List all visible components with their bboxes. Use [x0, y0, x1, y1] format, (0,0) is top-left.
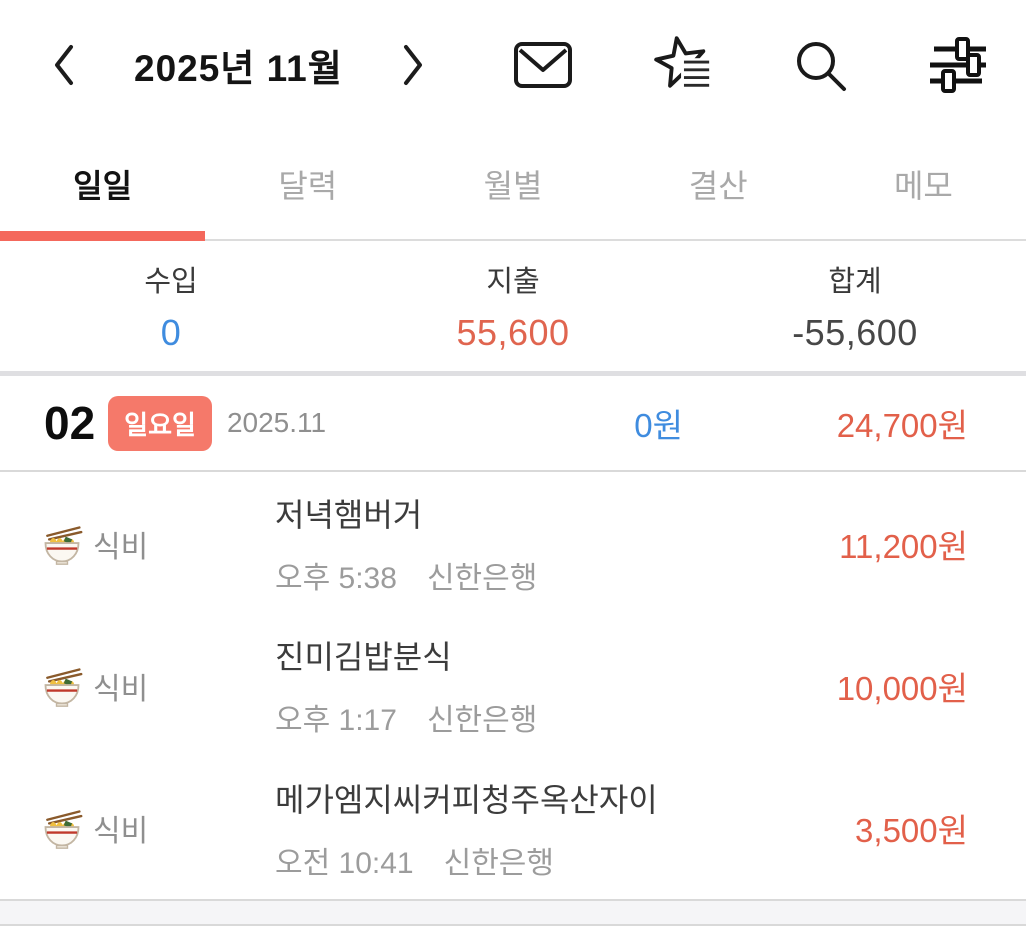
chevron-right-icon — [401, 42, 427, 88]
transaction-main: 메가엠지씨커피청주옥산자이 오전 10:41 신한은행 — [275, 775, 855, 882]
month-title[interactable]: 2025년 11월 — [134, 47, 343, 89]
transaction-account: 신한은행 — [426, 562, 538, 596]
day-date: 2025.11 — [226, 407, 327, 439]
transaction-time: 오전 10:41 — [275, 846, 414, 880]
transaction-row[interactable]: 식비 진미김밥분식 오후 1:17 신한은행 10,000원 — [0, 614, 1026, 757]
transaction-row[interactable]: 식비 저녁햄버거 오후 5:38 신한은행 11,200원 — [0, 472, 1026, 615]
transaction-account: 신한은행 — [426, 704, 538, 738]
ramen-bowl-icon — [40, 806, 84, 850]
category-cell: 식비 — [40, 522, 275, 566]
day-expense-total: 24,700원 — [836, 407, 968, 445]
search-icon — [792, 37, 848, 93]
weekday-badge: 일요일 — [108, 395, 212, 451]
section-divider — [0, 899, 1026, 927]
tab-memo[interactable]: 메모 — [821, 129, 1026, 238]
transaction-row[interactable]: 식비 메가엠지씨커피청주옥산자이 오전 10:41 신한은행 3,500원 — [0, 756, 1026, 900]
transaction-main: 진미김밥분식 오후 1:17 신한은행 — [275, 632, 837, 739]
tab-calendar[interactable]: 달력 — [205, 129, 410, 238]
transaction-title: 메가엠지씨커피청주옥산자이 — [275, 781, 658, 818]
favorites-button[interactable] — [652, 32, 714, 98]
mail-button[interactable] — [512, 39, 574, 91]
next-month-button[interactable] — [395, 36, 433, 94]
bottom-fill — [0, 926, 1026, 934]
chevron-left-icon — [50, 42, 76, 88]
star-list-icon — [652, 32, 714, 98]
filter-button[interactable] — [926, 35, 990, 95]
transaction-account: 신한은행 — [443, 846, 555, 880]
transaction-sub: 오후 1:17 신한은행 — [275, 695, 837, 739]
tab-daily[interactable]: 일일 — [0, 129, 206, 242]
day-header[interactable]: 02 일요일 2025.11 0원 24,700원 — [0, 376, 1026, 473]
transaction-sub: 오후 5:38 신한은행 — [275, 553, 839, 597]
expense-value: 55,600 — [456, 311, 570, 353]
tab-summary[interactable]: 결산 — [616, 129, 821, 238]
transaction-time: 오후 1:17 — [275, 704, 397, 738]
transaction-amount: 10,000원 — [836, 669, 968, 707]
category-label: 식비 — [93, 815, 149, 849]
category-label: 식비 — [93, 530, 149, 564]
total-value: -55,600 — [792, 311, 918, 353]
transaction-amount: 3,500원 — [855, 812, 968, 850]
transaction-main: 저녁햄버거 오후 5:38 신한은행 — [275, 490, 839, 597]
ramen-bowl-icon — [40, 664, 84, 708]
category-label: 식비 — [93, 672, 149, 706]
search-button[interactable] — [792, 37, 848, 93]
transaction-sub: 오전 10:41 신한은행 — [275, 838, 855, 882]
month-summary: 수입 0 지출 55,600 합계 -55,600 — [0, 240, 1026, 376]
tab-bar: 일일 달력 월별 결산 메모 — [0, 129, 1026, 242]
day-income-total: 0원 — [634, 407, 683, 445]
topbar: 2025년 11월 — [0, 0, 1026, 130]
ramen-bowl-icon — [40, 522, 84, 566]
total-summary: 합계 -55,600 — [684, 258, 1026, 354]
filter-sliders-icon — [926, 35, 990, 95]
income-label: 수입 — [144, 265, 198, 298]
expense-label: 지출 — [486, 265, 540, 298]
category-cell: 식비 — [40, 806, 275, 850]
transaction-title: 진미김밥분식 — [275, 639, 452, 676]
prev-month-button[interactable] — [44, 36, 82, 94]
category-cell: 식비 — [40, 664, 275, 708]
expense-summary: 지출 55,600 — [342, 258, 684, 354]
transaction-title: 저녁햄버거 — [275, 497, 423, 534]
tab-monthly[interactable]: 월별 — [410, 129, 615, 238]
total-label: 합계 — [828, 265, 882, 298]
mail-icon — [512, 39, 574, 91]
topbar-actions — [512, 32, 990, 98]
day-number: 02 — [44, 397, 96, 450]
income-summary: 수입 0 — [0, 258, 342, 354]
transaction-amount: 11,200원 — [839, 527, 968, 565]
income-value: 0 — [160, 311, 182, 353]
transaction-time: 오후 5:38 — [275, 562, 397, 596]
